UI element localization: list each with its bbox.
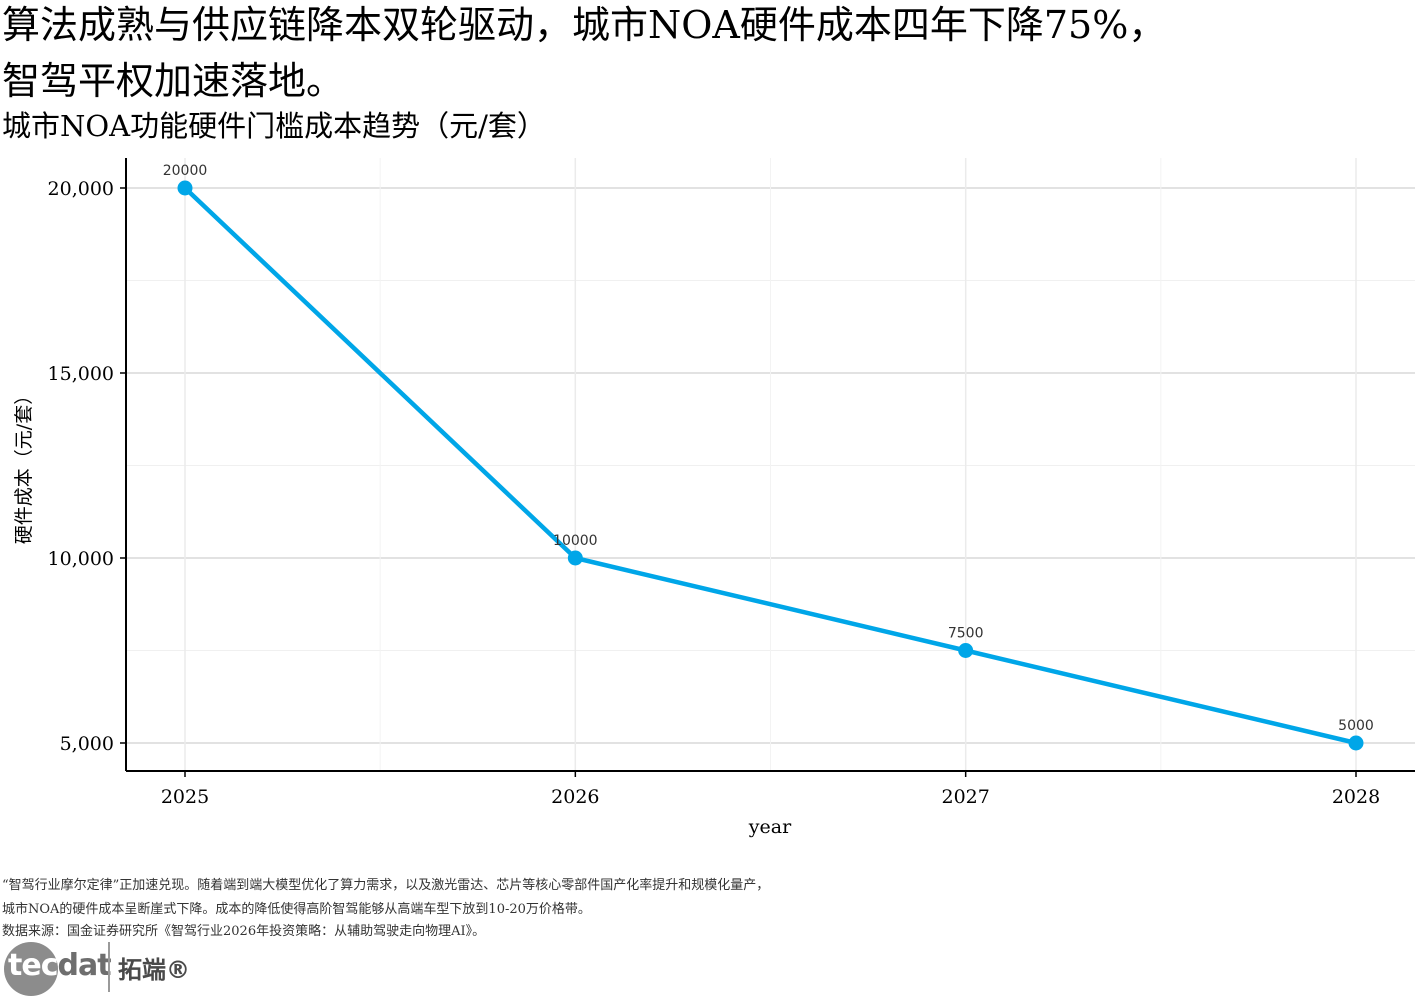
axes: 5,000 10,000 15,000 20,000 2025 2026 2027 2028 y… (13, 158, 1415, 838)
x-tick-label: 2028 (1332, 786, 1380, 808)
data-point (958, 643, 974, 658)
data-label: 7500 (948, 626, 984, 642)
headline-line-2: 智驾平权加速落地。 (2, 59, 345, 103)
logo-divider (108, 942, 110, 992)
y-tick-label: 5,000 (60, 733, 114, 755)
y-tick-label: 15,000 (48, 363, 114, 385)
logo-circle (4, 942, 58, 996)
chart-title: 城市NOA功能硬件门槛成本趋势（元/套） (2, 109, 546, 143)
data-label: 5000 (1338, 718, 1374, 734)
brand-logo: tecdat 拓端® (2, 938, 202, 996)
footnote-line-1: “智驾行业摩尔定律”正加速兑现。随着端到端大模型优化了算力需求，以及激光雷达、芯… (2, 878, 770, 893)
y-tick-label: 20,000 (48, 178, 114, 200)
source-note: 数据来源：国金证券研究所《智驾行业2026年投资策略：从辅助驾驶走向物理AI》。 (2, 924, 486, 939)
data-label: 10000 (553, 533, 598, 549)
data-label: 20000 (163, 163, 208, 179)
data-point (567, 550, 583, 566)
y-axis-title: 硬件成本（元/套） (13, 386, 35, 544)
y-tick-label: 10,000 (48, 548, 114, 570)
data-labels: 20000 10000 7500 5000 (163, 163, 1374, 734)
logo-wordmark: tecdat (8, 948, 112, 983)
x-tick-label: 2025 (161, 786, 209, 808)
logo-chinese-name: 拓端® (118, 956, 190, 984)
x-tick-label: 2026 (551, 786, 599, 808)
data-point (1348, 735, 1364, 751)
series (177, 180, 1364, 751)
headline-line-1: 算法成熟与供应链降本双轮驱动，城市NOA硬件成本四年下降75%， (2, 3, 1167, 47)
series-line (182, 185, 1359, 746)
footnote-line-2: 城市NOA的硬件成本呈断崖式下降。成本的降低使得高阶智驾能够从高端车型下放到10… (2, 902, 591, 917)
data-point (177, 180, 193, 196)
x-tick-label: 2027 (941, 786, 989, 808)
line-chart: 5,000 10,000 15,000 20,000 2025 2026 2027 2028 y… (13, 158, 1415, 838)
grid (126, 158, 1415, 771)
x-axis-title: year (748, 816, 792, 838)
